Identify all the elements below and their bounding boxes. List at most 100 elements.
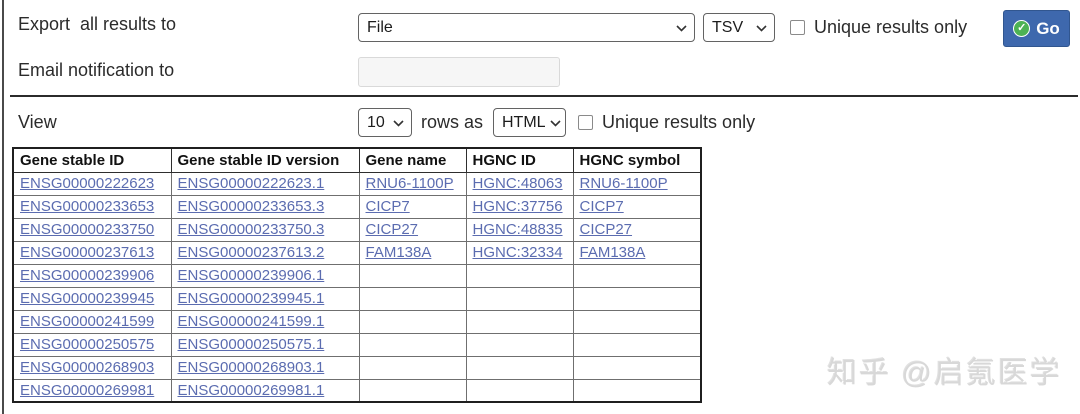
export-format-value: TSV (712, 18, 744, 36)
table-cell (465, 309, 574, 334)
table-cell: ENSG00000239906 (12, 263, 172, 288)
chevron-down-icon (393, 120, 404, 127)
table-cell (572, 355, 702, 380)
table-cell: RNU6-1100P (358, 171, 467, 196)
export-unique-checkbox[interactable] (790, 20, 805, 35)
table-cell (572, 332, 702, 357)
table-row: ENSG00000233653 ENSG00000233653.3 CICP7 HGN… (12, 194, 702, 219)
cell-link[interactable]: ENSG00000268903.1 (177, 359, 325, 376)
view-unique-checkbox[interactable] (578, 115, 593, 130)
table-cell: CICP27 (358, 217, 467, 242)
table-row: ENSG00000222623 ENSG00000222623.1 RNU6-110… (12, 171, 702, 196)
cell-link[interactable]: ENSG00000239945.1 (177, 290, 325, 307)
cell-link[interactable]: HGNC:48063 (472, 175, 563, 192)
header-row: Gene stable ID Gene stable ID version Gene… (12, 147, 702, 173)
table-cell (358, 286, 467, 311)
cell-link[interactable]: ENSG00000233750.3 (177, 221, 325, 238)
table-cell: CICP7 (572, 194, 702, 219)
export-destination-value: File (367, 18, 393, 36)
cell-link[interactable]: ENSG00000222623.1 (177, 175, 325, 192)
table-cell: ENSG00000241599.1 (170, 309, 360, 334)
rows-count-select[interactable]: 10 (358, 108, 412, 137)
table-cell: ENSG00000233653 (12, 194, 172, 219)
view-format-select[interactable]: HTML (493, 108, 566, 137)
cell-link[interactable]: ENSG00000268903 (20, 359, 155, 376)
export-unique-label: Unique results only (814, 17, 968, 37)
table-cell (358, 309, 467, 334)
cell-link[interactable]: ENSG00000233750 (20, 221, 155, 238)
cell-link[interactable]: ENSG00000250575 (20, 336, 155, 353)
table-cell (465, 355, 574, 380)
cell-link[interactable]: RNU6-1100P (579, 175, 668, 192)
table-cell: ENSG00000239945 (12, 286, 172, 311)
cell-link[interactable]: ENSG00000241599 (20, 313, 155, 330)
rows-count-value: 10 (367, 113, 385, 131)
table-row: ENSG00000237613 ENSG00000237613.2 FAM138A H… (12, 240, 702, 265)
cell-link[interactable]: HGNC:32334 (472, 244, 563, 261)
table-cell (465, 286, 574, 311)
column-header: Gene stable ID (12, 147, 172, 173)
table-cell: ENSG00000268903.1 (170, 355, 360, 380)
table-cell (358, 378, 467, 403)
table-cell: ENSG00000269981 (12, 378, 172, 403)
email-input[interactable] (358, 57, 560, 87)
table-cell: ENSG00000237613 (12, 240, 172, 265)
table-row: ENSG00000268903 ENSG00000268903.1 (12, 355, 702, 380)
table-cell: ENSG00000268903 (12, 355, 172, 380)
cell-link[interactable]: HGNC:48835 (472, 221, 563, 238)
email-notification-label: Email notification to (18, 60, 175, 80)
cell-link[interactable]: ENSG00000237613 (20, 244, 155, 261)
cell-link[interactable]: ENSG00000237613.2 (177, 244, 325, 261)
table-cell (358, 332, 467, 357)
column-header: HGNC ID (465, 147, 574, 173)
cell-link[interactable]: CICP7 (579, 198, 624, 215)
table-cell: HGNC:48063 (465, 171, 574, 196)
cell-link[interactable]: ENSG00000239906 (20, 267, 155, 284)
table-row: ENSG00000250575 ENSG00000250575.1 (12, 332, 702, 357)
table-cell (358, 263, 467, 288)
cell-link[interactable]: CICP27 (365, 221, 419, 238)
cell-link[interactable]: HGNC:37756 (472, 198, 563, 215)
cell-link[interactable]: ENSG00000269981.1 (177, 381, 325, 399)
go-button[interactable]: ✓ Go (1003, 10, 1070, 47)
table-row: ENSG00000239945 ENSG00000239945.1 (12, 286, 702, 311)
table-cell: ENSG00000233653.3 (170, 194, 360, 219)
table-cell: ENSG00000233750 (12, 217, 172, 242)
cell-link[interactable]: ENSG00000233653.3 (177, 198, 325, 215)
cell-link[interactable]: ENSG00000239906.1 (177, 267, 325, 284)
cell-link[interactable]: ENSG00000269981 (20, 381, 155, 399)
table-cell: ENSG00000241599 (12, 309, 172, 334)
table-cell: ENSG00000222623.1 (170, 171, 360, 196)
export-format-select[interactable]: TSV (703, 13, 775, 42)
panel-left-border (2, 0, 4, 414)
cell-link[interactable]: ENSG00000233653 (20, 198, 155, 215)
cell-link[interactable]: FAM138A (365, 244, 432, 261)
cell-link[interactable]: ENSG00000250575.1 (177, 336, 325, 353)
chevron-down-icon (550, 120, 561, 127)
results-table: Gene stable ID Gene stable ID version Gene… (12, 147, 702, 403)
table-cell (465, 263, 574, 288)
table-cell: ENSG00000239906.1 (170, 263, 360, 288)
cell-link[interactable]: ENSG00000222623 (20, 175, 155, 192)
section-divider (10, 95, 1078, 97)
cell-link[interactable]: RNU6-1100P (365, 175, 454, 192)
table-row: ENSG00000233750 ENSG00000233750.3 CICP27 HG… (12, 217, 702, 242)
cell-link[interactable]: FAM138A (579, 244, 646, 261)
watermark: 知乎 @启氪医学 (827, 357, 1062, 390)
export-destination-select[interactable]: File (358, 13, 695, 42)
table-cell: HGNC:37756 (465, 194, 574, 219)
cell-link[interactable]: CICP27 (579, 221, 633, 238)
cell-link[interactable]: CICP7 (365, 198, 410, 215)
table-cell: ENSG00000250575.1 (170, 332, 360, 357)
cell-link[interactable]: ENSG00000241599.1 (177, 313, 325, 330)
table-row: ENSG00000239906 ENSG00000239906.1 (12, 263, 702, 288)
table-cell: FAM138A (572, 240, 702, 265)
table-cell: CICP7 (358, 194, 467, 219)
cell-link[interactable]: ENSG00000239945 (20, 290, 155, 307)
view-unique-label: Unique results only (602, 112, 756, 132)
table-cell (572, 378, 702, 403)
check-circle-icon: ✓ (1013, 20, 1031, 37)
table-cell (572, 263, 702, 288)
view-label: View (18, 112, 57, 132)
column-header: HGNC symbol (572, 147, 702, 173)
